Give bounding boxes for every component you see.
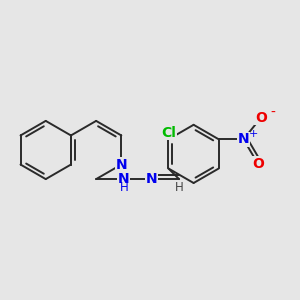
Text: N: N xyxy=(146,172,157,186)
Text: -: - xyxy=(270,106,275,120)
Text: Cl: Cl xyxy=(161,126,176,140)
Text: N: N xyxy=(116,158,127,172)
Text: N: N xyxy=(118,172,130,186)
Text: H: H xyxy=(119,181,128,194)
Text: O: O xyxy=(252,157,264,171)
Text: O: O xyxy=(255,110,267,124)
Text: +: + xyxy=(249,128,258,139)
Text: H: H xyxy=(175,181,183,194)
Text: N: N xyxy=(238,132,249,146)
